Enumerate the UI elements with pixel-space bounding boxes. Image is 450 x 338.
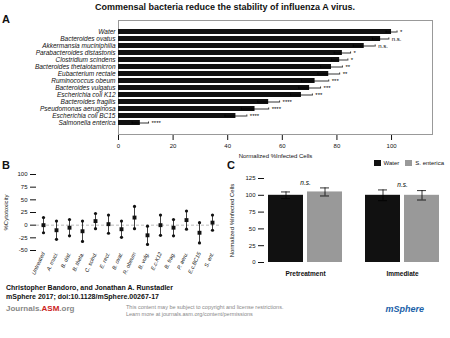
svg-text:Ruminococcus obeum: Ruminococcus obeum — [51, 77, 116, 84]
html-text:A: A — [2, 13, 10, 25]
svg-text:B. vulg.: B. vulg. — [137, 251, 150, 270]
svg-text:***: *** — [324, 85, 332, 91]
svg-text:n.s.: n.s. — [397, 181, 408, 188]
svg-text:40: 40 — [224, 143, 231, 149]
svg-text:60: 60 — [279, 143, 286, 149]
svg-text:E.c.K12: E.c.K12 — [149, 251, 163, 271]
html-text:Water: Water — [383, 160, 400, 166]
svg-text:Untreated: Untreated — [30, 250, 46, 275]
svg-text:B. dist.: B. dist. — [59, 251, 72, 269]
svg-text:B. frag.: B. frag. — [163, 251, 176, 270]
svg-text:n.s.: n.s. — [300, 179, 311, 186]
svg-text:Salmonella enterica: Salmonella enterica — [58, 119, 115, 126]
html-text:C: C — [227, 159, 235, 171]
svg-text:Bacteroides fragilis: Bacteroides fragilis — [60, 98, 116, 106]
svg-text:**: ** — [345, 64, 350, 70]
svg-text:80: 80 — [334, 143, 341, 149]
svg-text:100: 100 — [17, 171, 28, 177]
svg-text:Escherichia coli K12: Escherichia coli K12 — [57, 91, 116, 98]
svg-text:Bacteroides ovatus: Bacteroides ovatus — [60, 35, 116, 42]
svg-text:B. ovat.: B. ovat. — [111, 251, 124, 270]
svg-text:%Cytotoxicity: %Cytotoxicity — [3, 194, 9, 230]
html-text:Journals. ASM.org: Journals. ASM.org — [6, 304, 75, 313]
svg-text:Eubacterium rectale: Eubacterium rectale — [58, 70, 116, 77]
html-text:mSphere 2017; doi:10.1128/mSph: mSphere 2017; doi:10.1128/mSphere.00267-… — [6, 293, 159, 300]
svg-text:20: 20 — [170, 143, 177, 149]
svg-text:*: * — [351, 57, 354, 63]
svg-text:125: 125 — [245, 175, 256, 181]
svg-text:0: 0 — [24, 222, 28, 228]
svg-text:Normalized %Infected Cells: Normalized %Infected Cells — [239, 153, 313, 159]
svg-text:C. scind.: C. scind. — [84, 251, 98, 273]
svg-text:****: **** — [152, 120, 162, 126]
svg-text:25: 25 — [249, 243, 256, 249]
svg-text:R. obeum: R. obeum — [121, 251, 137, 276]
html-text:mSphere: mSphere — [385, 304, 424, 314]
svg-text:-50: -50 — [19, 247, 28, 253]
svg-text:E.c.BC15: E.c.BC15 — [187, 250, 203, 274]
svg-text:n.s.: n.s. — [392, 36, 402, 42]
svg-text:100: 100 — [387, 143, 398, 149]
svg-text:100: 100 — [245, 192, 256, 198]
svg-text:Bacteroides vulgatus: Bacteroides vulgatus — [55, 84, 116, 92]
svg-text:0: 0 — [252, 259, 256, 265]
svg-text:75: 75 — [21, 184, 28, 190]
svg-text:Clostridium scindens: Clostridium scindens — [56, 56, 117, 63]
svg-text:***: *** — [332, 78, 340, 84]
svg-text:*: * — [354, 50, 357, 56]
html-text:This content may be subject to: This content may be subject to copyright… — [126, 304, 284, 317]
svg-text:****: **** — [283, 99, 293, 105]
svg-text:S. ent.: S. ent. — [203, 251, 215, 268]
svg-text:75: 75 — [249, 209, 256, 215]
svg-text:Pretreatment: Pretreatment — [285, 270, 326, 277]
html-text:S. enterica: S. enterica — [415, 160, 444, 166]
svg-text:Parabacteroides distastonis: Parabacteroides distastonis — [36, 49, 117, 56]
html-text:Christopher Bandoro, and Jonat: Christopher Bandoro, and Jonathan A. Run… — [6, 284, 173, 291]
svg-text:25: 25 — [21, 209, 28, 215]
svg-text:50: 50 — [249, 226, 256, 232]
svg-text:-25: -25 — [19, 235, 28, 241]
svg-text:B. theta.: B. theta. — [71, 251, 85, 272]
svg-text:Escherichia coli BC15: Escherichia coli BC15 — [52, 112, 116, 119]
html-text:B: B — [2, 159, 10, 171]
svg-text:****: **** — [250, 113, 260, 119]
svg-text:Pseudomonas aeruginosa: Pseudomonas aeruginosa — [40, 105, 116, 113]
svg-text:****: **** — [272, 106, 282, 112]
svg-text:Bacteroides thetaiotamicron: Bacteroides thetaiotamicron — [35, 63, 116, 70]
svg-text:Normalized %Infected Cells: Normalized %Infected Cells — [229, 184, 235, 258]
svg-text:n.s.: n.s. — [378, 43, 388, 49]
svg-text:E. rect.: E. rect. — [98, 251, 111, 269]
svg-text:0: 0 — [117, 143, 121, 149]
svg-text:**: ** — [343, 71, 348, 77]
svg-text:A. muci.: A. muci. — [45, 251, 59, 272]
svg-text:*: * — [400, 29, 403, 35]
html-text:Commensal bacteria reduce the: Commensal bacteria reduce the stability … — [95, 2, 355, 12]
svg-text:P. aeru.: P. aeru. — [176, 251, 189, 270]
svg-text:50: 50 — [21, 197, 28, 203]
svg-text:Water: Water — [98, 28, 116, 35]
svg-text:Immediate: Immediate — [386, 270, 419, 277]
svg-text:***: *** — [315, 92, 323, 98]
svg-text:Akkermansia muciniphilia: Akkermansia muciniphilia — [42, 42, 116, 50]
